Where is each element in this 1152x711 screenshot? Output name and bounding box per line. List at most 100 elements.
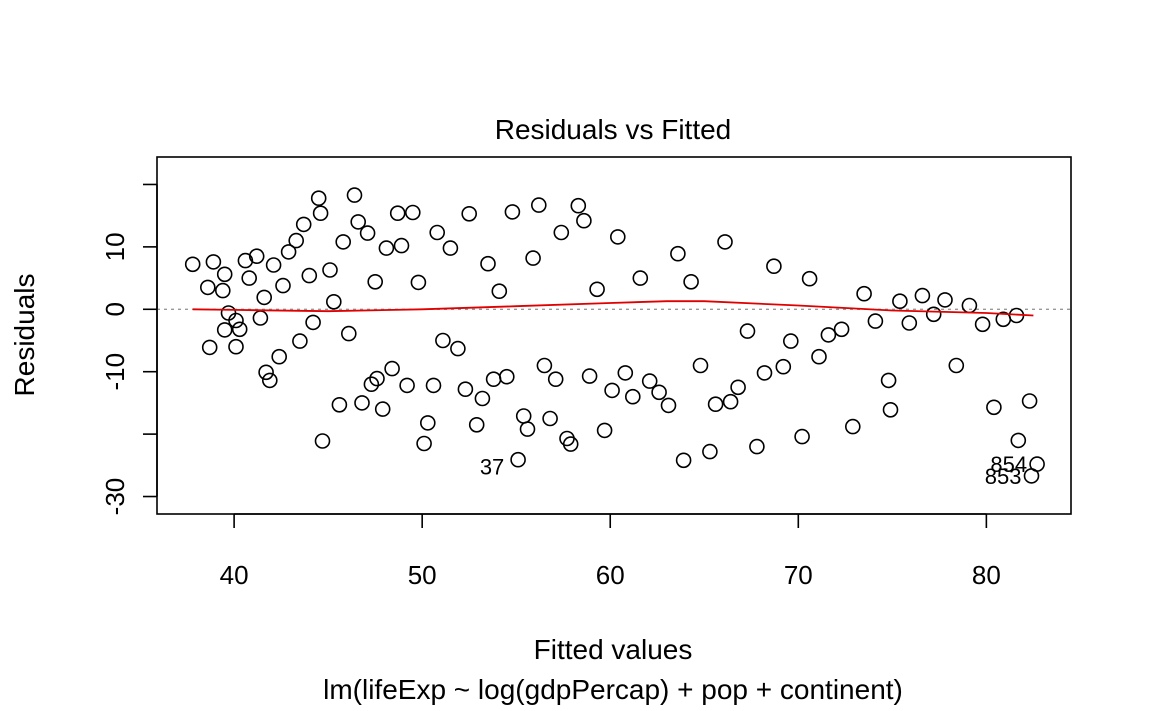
data-point bbox=[457, 381, 474, 398]
x-axis: 40 50 60 70 80 bbox=[220, 513, 1001, 590]
data-point bbox=[536, 357, 553, 374]
data-point bbox=[410, 274, 427, 291]
point-label: 853 bbox=[985, 464, 1022, 489]
x-tick-label: 60 bbox=[596, 560, 625, 590]
data-point bbox=[480, 255, 496, 272]
data-point bbox=[570, 197, 587, 214]
data-point bbox=[641, 373, 658, 389]
data-point bbox=[301, 267, 318, 284]
data-point bbox=[692, 357, 709, 374]
point-label: 854 bbox=[990, 452, 1027, 477]
x-tick-label: 70 bbox=[784, 560, 813, 590]
data-point bbox=[547, 371, 564, 388]
data-point bbox=[562, 436, 579, 452]
data-point bbox=[867, 313, 884, 329]
data-point bbox=[530, 197, 547, 213]
data-point bbox=[882, 401, 899, 418]
data-point bbox=[901, 315, 918, 331]
data-point bbox=[200, 279, 216, 296]
data-point bbox=[974, 316, 991, 333]
data-point bbox=[937, 292, 953, 308]
data-point bbox=[604, 382, 620, 399]
x-axis-label: Fitted values bbox=[534, 634, 693, 665]
data-point bbox=[228, 338, 244, 355]
data-point bbox=[683, 273, 699, 290]
data-point bbox=[766, 258, 782, 275]
data-point bbox=[228, 312, 244, 329]
data-point bbox=[880, 372, 897, 389]
data-point bbox=[461, 206, 478, 222]
data-point bbox=[675, 452, 692, 469]
y-tick-label: 10 bbox=[100, 232, 130, 261]
data-point bbox=[252, 310, 269, 326]
data-point bbox=[515, 408, 532, 424]
data-point bbox=[833, 321, 850, 338]
data-point bbox=[310, 190, 327, 206]
data-point bbox=[184, 256, 201, 273]
data-point bbox=[589, 281, 605, 298]
data-point bbox=[416, 435, 432, 452]
data-point bbox=[350, 214, 367, 230]
data-point bbox=[670, 245, 686, 262]
data-point bbox=[624, 388, 641, 405]
data-point bbox=[948, 357, 965, 374]
data-point bbox=[231, 321, 248, 338]
smooth-trend-line bbox=[192, 300, 1034, 317]
data-point bbox=[801, 270, 818, 287]
data-point bbox=[1029, 456, 1045, 472]
data-point bbox=[419, 415, 436, 431]
data-point bbox=[617, 365, 634, 381]
data-point bbox=[295, 216, 312, 233]
data-point bbox=[491, 283, 508, 300]
data-point bbox=[241, 270, 257, 286]
x-tick-label: 80 bbox=[972, 560, 1001, 590]
data-point bbox=[363, 376, 380, 393]
data-point bbox=[609, 229, 626, 245]
y-tick-label: -10 bbox=[100, 353, 130, 391]
data-point bbox=[335, 234, 352, 250]
data-point bbox=[794, 428, 810, 445]
data-point bbox=[425, 377, 442, 394]
data-point bbox=[216, 266, 233, 283]
data-point bbox=[504, 204, 521, 220]
data-point bbox=[340, 325, 357, 342]
data-point bbox=[510, 451, 526, 468]
data-point bbox=[404, 204, 421, 221]
data-point bbox=[914, 287, 931, 304]
y-axis: -30 -10 0 10 bbox=[100, 183, 158, 515]
data-point bbox=[717, 234, 733, 250]
data-point bbox=[1010, 432, 1027, 449]
data-point bbox=[322, 262, 338, 278]
plot-frame bbox=[156, 156, 1072, 515]
data-point bbox=[925, 306, 942, 323]
data-point bbox=[856, 285, 872, 302]
x-tick-label: 50 bbox=[408, 560, 437, 590]
data-point bbox=[749, 438, 765, 455]
data-point bbox=[312, 205, 329, 221]
data-point bbox=[651, 384, 667, 401]
data-point bbox=[775, 358, 792, 375]
data-point bbox=[485, 371, 502, 388]
data-point bbox=[576, 212, 592, 229]
data-point bbox=[384, 360, 400, 377]
data-point bbox=[660, 397, 677, 414]
y-axis-label: Residuals bbox=[9, 274, 40, 397]
data-point bbox=[435, 332, 451, 349]
data-point bbox=[389, 205, 406, 221]
data-point bbox=[369, 370, 385, 387]
data-point bbox=[220, 305, 237, 321]
data-point bbox=[367, 273, 384, 290]
data-point bbox=[450, 340, 466, 357]
data-point bbox=[596, 422, 613, 439]
data-point bbox=[346, 187, 363, 203]
data-point bbox=[892, 293, 908, 310]
data-point bbox=[756, 365, 773, 381]
x-tick-label: 40 bbox=[220, 560, 249, 590]
data-point bbox=[359, 225, 376, 241]
data-point bbox=[248, 248, 265, 265]
residual-points bbox=[184, 187, 1045, 484]
data-point bbox=[378, 240, 395, 256]
data-point bbox=[256, 289, 273, 306]
data-point bbox=[305, 314, 321, 331]
